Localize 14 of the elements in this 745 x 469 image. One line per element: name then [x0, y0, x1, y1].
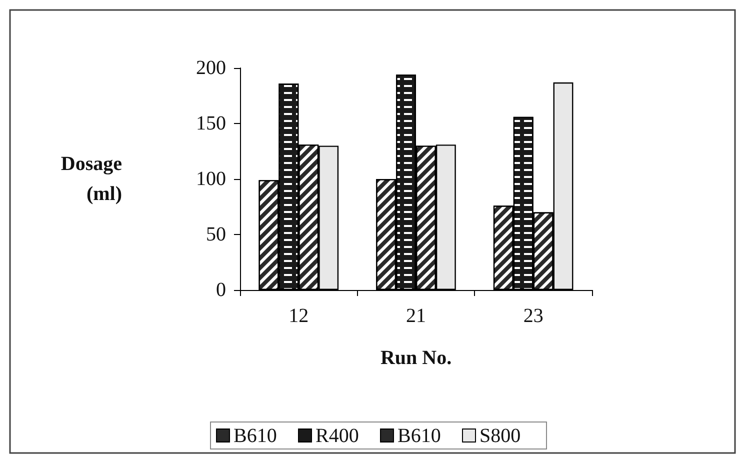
- legend-label: B610: [398, 425, 441, 447]
- x-tick-label: 21: [406, 305, 426, 327]
- x-tick-label: 23: [523, 305, 544, 327]
- legend-label: B610: [234, 425, 277, 447]
- y-tick-label: 50: [206, 224, 226, 246]
- y-tick-label: 200: [196, 57, 226, 79]
- y-tick-label: 150: [196, 112, 226, 134]
- legend-label: S800: [480, 425, 521, 447]
- y-tick-label: 100: [196, 168, 226, 190]
- y-tick-label: 0: [216, 279, 226, 301]
- x-axis-title: Run No.: [380, 347, 452, 369]
- legend-label: R400: [316, 425, 359, 447]
- y-axis-title: Dosage (ml): [60, 153, 122, 205]
- x-tick-label: 12: [288, 305, 309, 327]
